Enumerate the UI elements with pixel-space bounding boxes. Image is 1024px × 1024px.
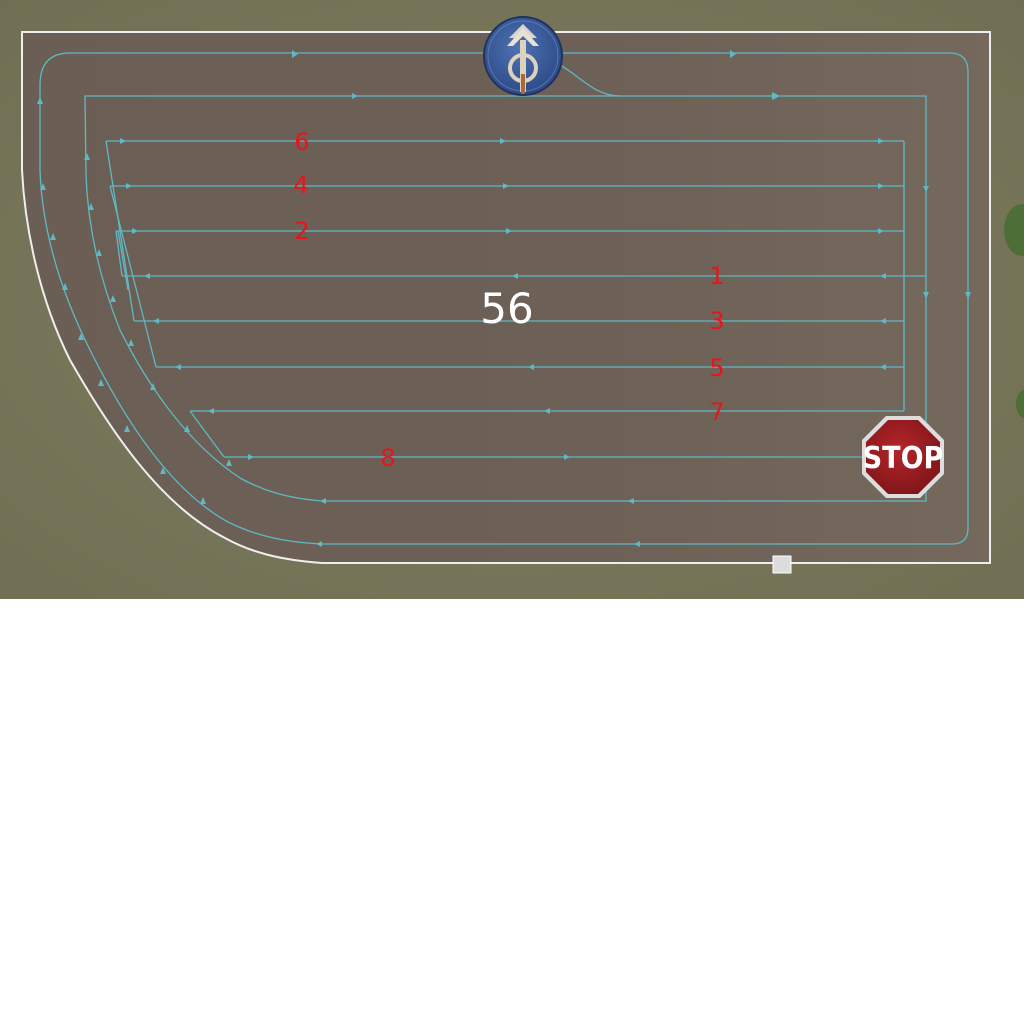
lane-label: 2	[294, 217, 309, 245]
lane-label: 8	[380, 444, 395, 472]
lane-label: 3	[709, 307, 724, 335]
field-number: 56	[480, 284, 533, 333]
headland-course-inner	[84, 95, 927, 502]
tree-canopy	[1004, 204, 1024, 256]
stop-sign-icon[interactable]: STOP	[862, 416, 944, 498]
blank-area	[0, 599, 1024, 1024]
start-arrow-crosshair-icon[interactable]	[483, 16, 563, 96]
lane-label: 1	[709, 262, 724, 290]
lane-label: 7	[709, 398, 724, 426]
tree-canopy	[1016, 390, 1024, 418]
lane-label: 5	[709, 354, 724, 382]
lane-label: 4	[293, 171, 308, 199]
direction-arrows	[37, 50, 971, 547]
square-handle-icon[interactable]	[772, 555, 792, 574]
field-area[interactable]	[22, 32, 990, 563]
field-boundary[interactable]	[21, 31, 991, 564]
stop-sign-text: STOP	[863, 441, 944, 476]
lane-label: 6	[294, 128, 309, 156]
headland-course-outer	[39, 52, 969, 545]
field-map[interactable]: 6 4 2 1 3 5 7 8 56 STOP	[0, 0, 1024, 599]
